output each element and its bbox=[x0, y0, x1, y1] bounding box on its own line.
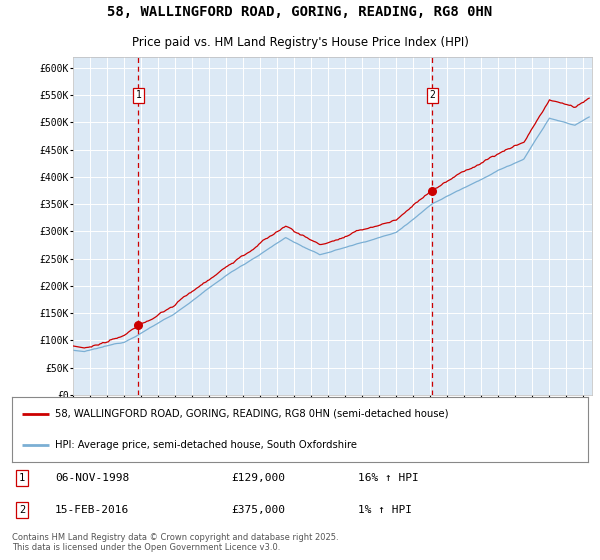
Text: 2: 2 bbox=[430, 90, 436, 100]
Text: 2: 2 bbox=[19, 505, 25, 515]
Text: 16% ↑ HPI: 16% ↑ HPI bbox=[358, 473, 418, 483]
Text: 1: 1 bbox=[19, 473, 25, 483]
Text: 58, WALLINGFORD ROAD, GORING, READING, RG8 0HN: 58, WALLINGFORD ROAD, GORING, READING, R… bbox=[107, 5, 493, 19]
Text: Price paid vs. HM Land Registry's House Price Index (HPI): Price paid vs. HM Land Registry's House … bbox=[131, 36, 469, 49]
Text: 58, WALLINGFORD ROAD, GORING, READING, RG8 0HN (semi-detached house): 58, WALLINGFORD ROAD, GORING, READING, R… bbox=[55, 409, 449, 419]
Text: £375,000: £375,000 bbox=[231, 505, 285, 515]
Text: 15-FEB-2016: 15-FEB-2016 bbox=[55, 505, 130, 515]
Text: 1% ↑ HPI: 1% ↑ HPI bbox=[358, 505, 412, 515]
Text: 1: 1 bbox=[136, 90, 142, 100]
Text: 06-NOV-1998: 06-NOV-1998 bbox=[55, 473, 130, 483]
Text: Contains HM Land Registry data © Crown copyright and database right 2025.
This d: Contains HM Land Registry data © Crown c… bbox=[12, 533, 338, 552]
Text: £129,000: £129,000 bbox=[231, 473, 285, 483]
Text: HPI: Average price, semi-detached house, South Oxfordshire: HPI: Average price, semi-detached house,… bbox=[55, 440, 357, 450]
